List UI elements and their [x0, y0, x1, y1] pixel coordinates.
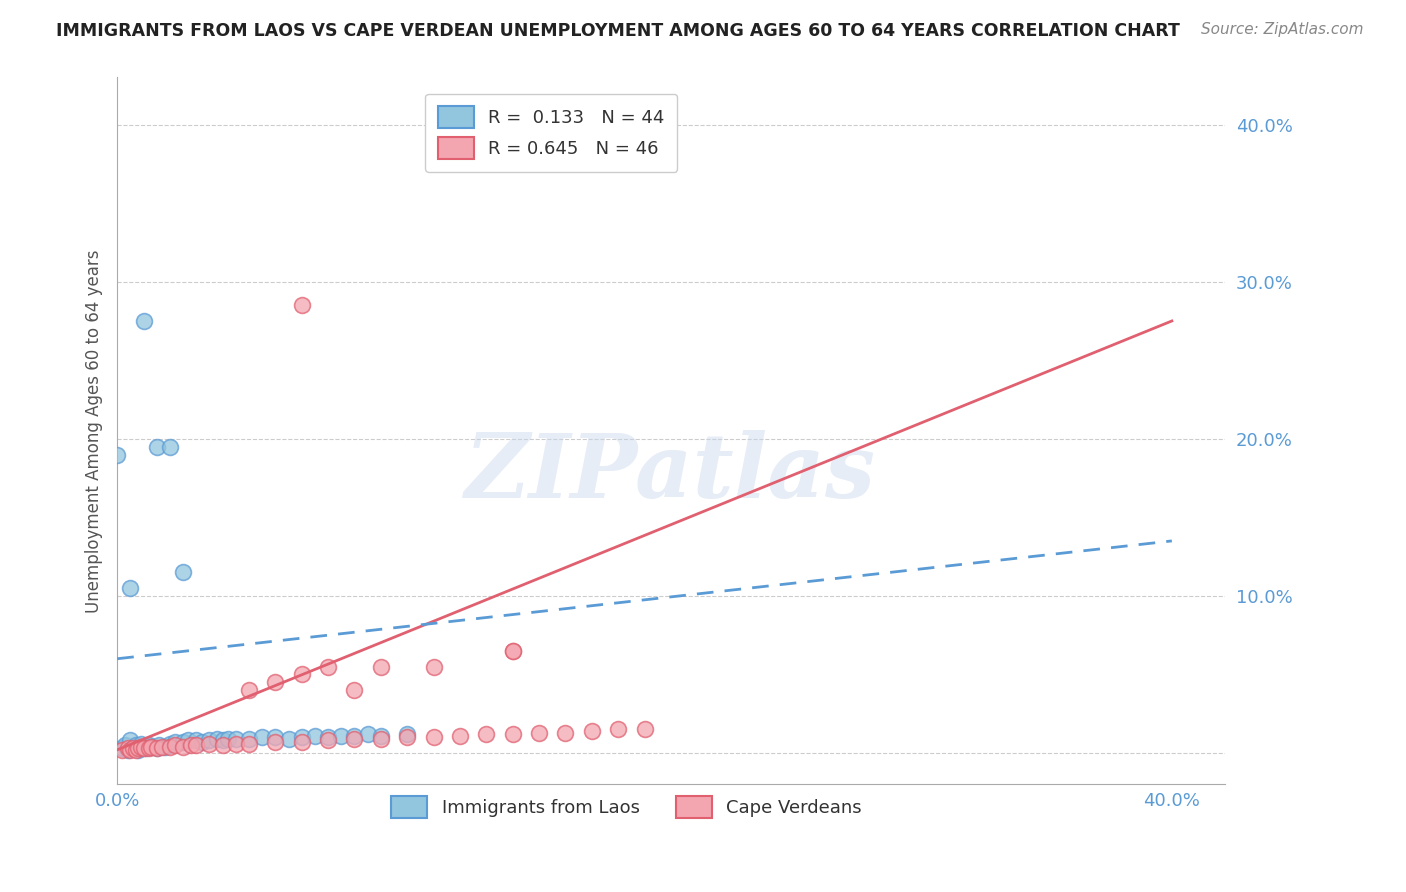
Point: [198, 733, 221, 747]
Point: [291, 735, 314, 749]
Point: [370, 729, 392, 743]
Text: IMMIGRANTS FROM LAOS VS CAPE VERDEAN UNEMPLOYMENT AMONG AGES 60 TO 64 YEARS CORR: IMMIGRANTS FROM LAOS VS CAPE VERDEAN UNE…: [56, 22, 1180, 40]
Point: [277, 731, 299, 746]
Point: [132, 741, 155, 756]
Point: [316, 659, 339, 673]
Point: [159, 737, 181, 751]
Point: [316, 733, 339, 747]
Point: [177, 733, 200, 747]
Point: [607, 723, 630, 737]
Text: Source: ZipAtlas.com: Source: ZipAtlas.com: [1201, 22, 1364, 37]
Legend: Immigrants from Laos, Cape Verdeans: Immigrants from Laos, Cape Verdeans: [384, 789, 869, 825]
Point: [124, 738, 146, 752]
Point: [145, 440, 167, 454]
Point: [502, 644, 524, 658]
Point: [127, 743, 149, 757]
Point: [145, 741, 167, 756]
Point: [475, 727, 498, 741]
Point: [114, 738, 136, 752]
Point: [554, 725, 576, 739]
Point: [122, 741, 145, 756]
Point: [422, 659, 444, 673]
Point: [527, 725, 550, 739]
Point: [120, 743, 142, 757]
Point: [304, 729, 326, 743]
Point: [120, 581, 142, 595]
Point: [633, 723, 655, 737]
Point: [396, 731, 419, 745]
Point: [135, 741, 157, 756]
Point: [186, 733, 208, 747]
Point: [264, 731, 287, 745]
Point: [343, 731, 366, 746]
Point: [111, 743, 134, 757]
Point: [217, 731, 239, 746]
Point: [132, 314, 155, 328]
Point: [129, 737, 152, 751]
Point: [111, 741, 134, 756]
Point: [180, 738, 202, 752]
Point: [343, 683, 366, 698]
Point: [190, 735, 212, 749]
Point: [150, 739, 173, 754]
Text: 40.0%: 40.0%: [1143, 792, 1201, 810]
Point: [370, 659, 392, 673]
Point: [225, 737, 247, 751]
Point: [291, 298, 314, 312]
Point: [238, 731, 260, 746]
Point: [127, 741, 149, 756]
Point: [264, 675, 287, 690]
Text: ZIPatlas: ZIPatlas: [465, 430, 876, 516]
Y-axis label: Unemployment Among Ages 60 to 64 years: Unemployment Among Ages 60 to 64 years: [86, 249, 103, 613]
Point: [141, 739, 163, 754]
Text: 0.0%: 0.0%: [94, 792, 139, 810]
Point: [172, 566, 194, 580]
Point: [172, 739, 194, 754]
Point: [132, 739, 155, 754]
Point: [291, 667, 314, 681]
Point: [250, 731, 273, 745]
Point: [153, 739, 176, 754]
Point: [502, 644, 524, 658]
Point: [159, 739, 181, 754]
Point: [172, 735, 194, 749]
Point: [211, 733, 233, 747]
Point: [186, 738, 208, 752]
Point: [124, 743, 146, 757]
Point: [370, 731, 392, 746]
Point: [343, 729, 366, 743]
Point: [502, 727, 524, 741]
Point: [117, 743, 139, 757]
Point: [330, 729, 353, 743]
Point: [422, 731, 444, 745]
Point: [238, 683, 260, 698]
Point: [264, 735, 287, 749]
Point: [145, 741, 167, 756]
Point: [291, 731, 314, 745]
Point: [138, 741, 160, 756]
Point: [449, 729, 471, 743]
Point: [581, 724, 603, 739]
Point: [316, 731, 339, 745]
Point: [165, 738, 187, 752]
Point: [129, 739, 152, 754]
Point: [396, 727, 419, 741]
Point: [138, 738, 160, 752]
Point: [117, 741, 139, 756]
Point: [198, 737, 221, 751]
Point: [207, 731, 229, 746]
Point: [120, 733, 142, 747]
Point: [159, 440, 181, 454]
Point: [225, 731, 247, 746]
Point: [122, 741, 145, 756]
Point: [211, 738, 233, 752]
Point: [148, 738, 170, 752]
Point: [141, 739, 163, 754]
Point: [165, 735, 187, 749]
Point: [357, 727, 380, 741]
Point: [105, 448, 128, 462]
Point: [238, 737, 260, 751]
